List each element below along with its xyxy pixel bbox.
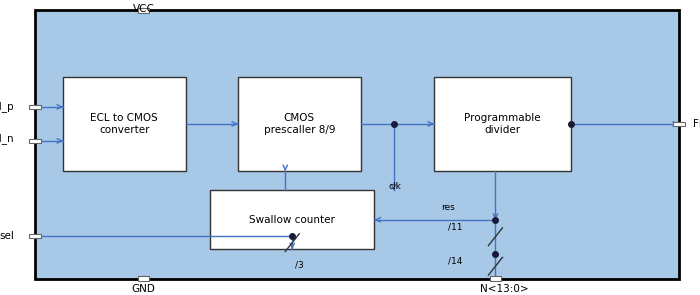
Bar	[210, 190, 374, 249]
Bar	[29, 234, 41, 238]
Text: /11: /11	[448, 223, 463, 232]
Text: Swallow counter: Swallow counter	[249, 215, 335, 225]
Bar	[138, 276, 149, 281]
Text: Programmable
divider: Programmable divider	[464, 113, 540, 135]
Text: clk: clk	[389, 182, 401, 191]
Text: Fndiv: Fndiv	[693, 119, 700, 129]
Bar	[138, 8, 149, 13]
Bar	[490, 276, 501, 281]
Text: IN_p: IN_p	[0, 101, 14, 112]
Text: /3: /3	[295, 261, 304, 270]
Text: sel: sel	[0, 231, 14, 241]
Bar	[434, 77, 570, 171]
Bar	[29, 104, 41, 109]
Text: res: res	[441, 203, 455, 212]
Text: VCC: VCC	[132, 4, 155, 14]
Text: GND: GND	[132, 283, 155, 294]
Bar	[673, 122, 685, 126]
Bar	[29, 139, 41, 143]
Text: IN_n: IN_n	[0, 133, 14, 144]
Bar	[238, 77, 360, 171]
Text: /14: /14	[448, 257, 463, 266]
Text: N<13:0>: N<13:0>	[480, 283, 528, 294]
Bar	[63, 77, 186, 171]
Text: CMOS
prescaller 8/9: CMOS prescaller 8/9	[263, 113, 335, 135]
Text: ECL to CMOS
converter: ECL to CMOS converter	[90, 113, 158, 135]
